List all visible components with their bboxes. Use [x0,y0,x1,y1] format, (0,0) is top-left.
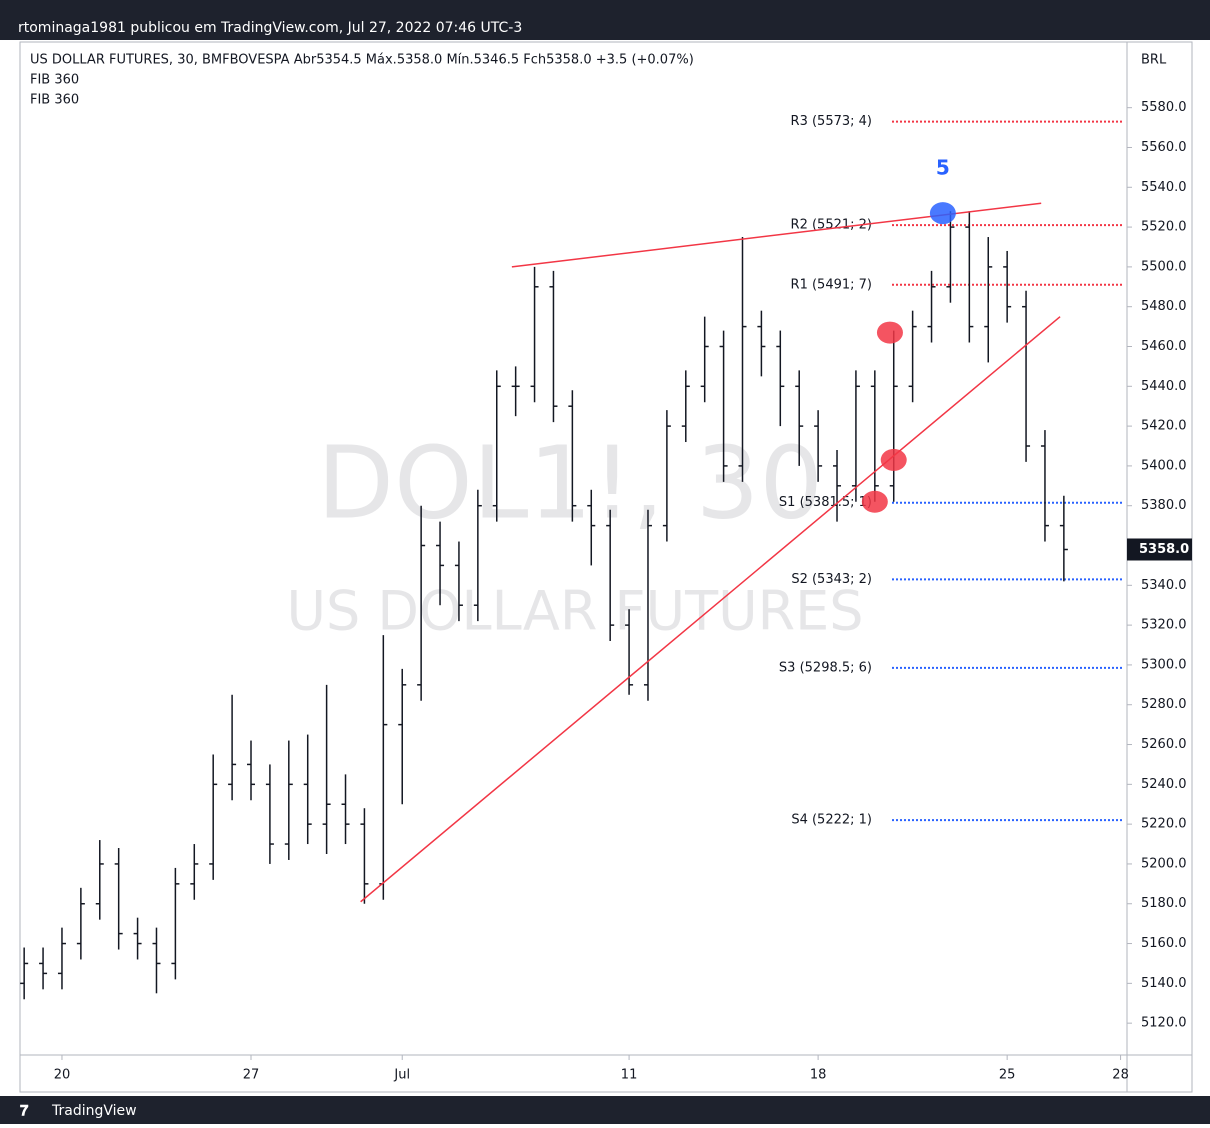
wave-marker [929,202,956,225]
x-tick-label: 27 [243,1068,260,1083]
y-tick-label: 5220.0 [1141,817,1187,832]
y-tick-label: 5420.0 [1141,419,1187,434]
pivot-label: S2 (5343; 2) [791,572,872,587]
pivot-label: S1 (5381.5; 1) [779,495,872,510]
y-tick-label: 5260.0 [1141,737,1187,752]
last-price-label: 5358.0 [1139,542,1189,557]
header-text: rtominaga1981 publicou em TradingView.co… [18,20,522,36]
x-tick-label: 20 [54,1068,71,1083]
y-tick-label: 5280.0 [1141,697,1187,712]
wave-label: 5 [936,156,950,180]
y-tick-label: 5540.0 [1141,180,1187,195]
legend-line: FIB 360 [30,73,79,88]
pivot-label: S4 (5222; 1) [791,813,872,828]
watermark-symbol: DOL1!, 30 [317,424,823,541]
pivot-label: S3 (5298.5; 6) [779,660,872,675]
logo-icon: 𝟕 [20,1102,29,1120]
x-tick-label: 25 [999,1068,1016,1083]
currency: BRL [1141,53,1167,68]
y-tick-label: 5200.0 [1141,856,1187,871]
watermark-name: US DOLLAR FUTURES [286,580,863,643]
y-tick-label: 5460.0 [1141,339,1187,354]
wave-marker [861,490,888,513]
y-tick-label: 5320.0 [1141,618,1187,633]
chart-frame [19,41,1193,1093]
wave-marker [876,321,903,344]
last-price-box [1127,538,1192,561]
y-tick-label: 5520.0 [1141,220,1187,235]
wave-marker [880,448,907,471]
pivot-label: R2 (5521; 2) [791,218,872,233]
y-tick-label: 5160.0 [1141,936,1187,951]
x-tick-label: 18 [810,1068,827,1083]
y-tick-label: 5380.0 [1141,498,1187,513]
x-tick-label: Jul [393,1068,410,1083]
pivot-label: R1 (5491; 7) [791,277,872,292]
x-tick-label: 11 [621,1068,638,1083]
footer-text: TradingView [51,1103,137,1119]
y-tick-label: 5560.0 [1141,140,1187,155]
trendline [360,316,1061,903]
y-tick-label: 5440.0 [1141,379,1187,394]
y-tick-label: 5240.0 [1141,777,1187,792]
y-tick-label: 5180.0 [1141,896,1187,911]
y-tick-label: 5120.0 [1141,1016,1187,1031]
y-tick-label: 5300.0 [1141,657,1187,672]
y-tick-label: 5500.0 [1141,259,1187,274]
pivot-label: R3 (5573; 4) [791,114,872,129]
legend-line: US DOLLAR FUTURES, 30, BMFBOVESPA Abr535… [30,53,694,68]
x-tick-label: 28 [1112,1068,1129,1083]
legend-line: FIB 360 [30,93,79,108]
y-tick-label: 5480.0 [1141,299,1187,314]
header-bar [0,0,1210,40]
footer-bar [0,1096,1210,1124]
y-tick-label: 5580.0 [1141,100,1187,115]
y-tick-label: 5340.0 [1141,578,1187,593]
y-tick-label: 5140.0 [1141,976,1187,991]
y-tick-label: 5400.0 [1141,458,1187,473]
